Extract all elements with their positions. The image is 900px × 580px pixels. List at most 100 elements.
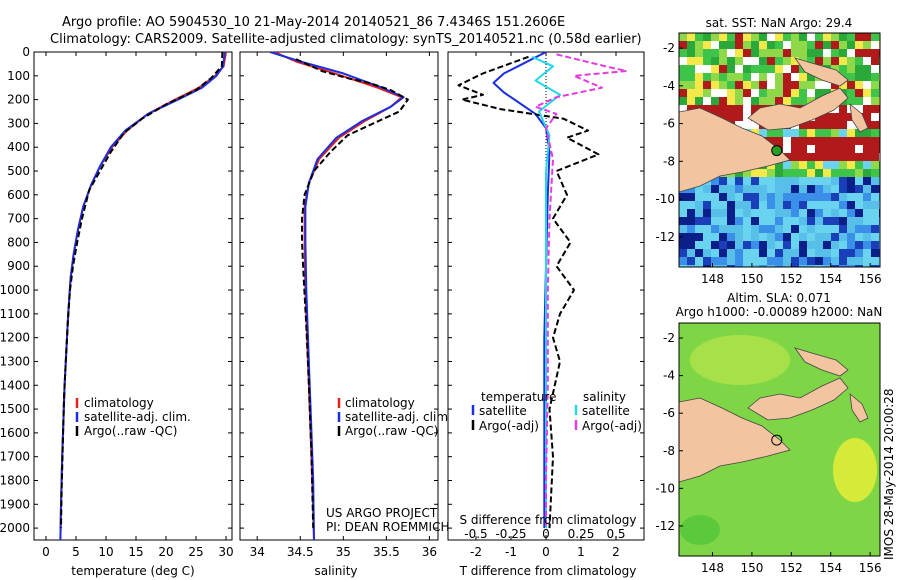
sst-cell (815, 121, 823, 129)
depth-tick-label: 800 (7, 235, 30, 249)
sst-cell (863, 41, 871, 49)
sst-cell (839, 185, 847, 193)
sst-cell (871, 145, 879, 153)
sst-cell (863, 185, 871, 193)
map-y-tick-label: -12 (655, 230, 675, 244)
sla-land (679, 347, 869, 483)
sst-cell (823, 201, 831, 209)
depth-axis: 0 100 200 300 400 500 600 700 800 900 1000 1100 1200… (0, 45, 232, 535)
sst-cell (759, 65, 767, 73)
sst-cell (735, 217, 743, 225)
x-tick-label: 20 (158, 545, 173, 559)
sst-cell (743, 41, 751, 49)
sst-cell (751, 209, 759, 217)
x-tick-label: 34.5 (287, 545, 314, 559)
sst-cell (855, 89, 863, 97)
sst-cell (815, 57, 823, 65)
sst-cell (743, 169, 751, 177)
sst-cell (815, 265, 823, 267)
s-diff-tick-label: 0.5 (606, 527, 625, 541)
sst-cell (743, 249, 751, 257)
sst-cell (823, 233, 831, 241)
sst-cell (679, 97, 687, 105)
sst-cell (831, 49, 839, 57)
sst-cell (759, 193, 767, 201)
sst-cell (823, 161, 831, 169)
s-difference-title: S difference from climatology (460, 513, 637, 527)
legend-salinity-title: salinity (583, 390, 626, 404)
sst-cell (775, 81, 783, 89)
title-line-1: Argo profile: AO 5904530_10 21-May-2014 … (62, 15, 565, 30)
sst-cell (783, 169, 791, 177)
x-tick-label: 5 (72, 545, 80, 559)
sst-cell (719, 217, 727, 225)
sst-cell (751, 57, 759, 65)
sst-cell (863, 105, 871, 113)
sst-cell (831, 233, 839, 241)
sst-cell (751, 201, 759, 209)
map-x-tick-label: 152 (780, 561, 803, 575)
sst-cell (815, 201, 823, 209)
sst-cell (839, 57, 847, 65)
legend-s-satellite: satellite (582, 404, 630, 418)
sst-cell (807, 201, 815, 209)
sst-cell (807, 193, 815, 201)
sst-cell (863, 97, 871, 105)
sst-cell (863, 249, 871, 257)
sst-cell (759, 201, 767, 209)
sst-cell (767, 49, 775, 57)
x-tick-label: 30 (218, 545, 233, 559)
sst-cell (863, 113, 871, 121)
sst-cell (847, 209, 855, 217)
sst-cell (783, 185, 791, 193)
sst-cell (711, 225, 719, 233)
sst-cell (743, 81, 751, 89)
sst-cell (735, 225, 743, 233)
sst-cell (839, 49, 847, 57)
sst-cell (727, 233, 735, 241)
sst-cell (759, 97, 767, 105)
sst-cell (695, 185, 703, 193)
sst-cell (751, 241, 759, 249)
sst-cell (791, 33, 799, 41)
sst-cell (807, 121, 815, 129)
sst-cell (871, 113, 879, 121)
sst-cell (871, 121, 879, 129)
sst-cell (743, 89, 751, 97)
sst-cell (743, 257, 751, 265)
sst-cell (735, 201, 743, 209)
sst-cell (871, 105, 879, 113)
x-tick-label: 0 (42, 545, 50, 559)
sst-cell (735, 89, 743, 97)
sst-cell (823, 249, 831, 257)
sst-cell (719, 105, 727, 113)
sst-cell (855, 233, 863, 241)
sst-cell (823, 153, 831, 161)
sst-cell (847, 201, 855, 209)
map-y-tick-label: -2 (663, 41, 675, 55)
x-tick-label: 25 (188, 545, 203, 559)
temperature-panel: 0100200300400500600700800900100011001200… (0, 45, 234, 578)
sst-cell (703, 81, 711, 89)
sst-cell (847, 129, 855, 137)
map-y-tick-label: -4 (663, 79, 675, 93)
sst-cell (831, 169, 839, 177)
sst-cell (735, 193, 743, 201)
sst-cell (799, 161, 807, 169)
sst-cell (855, 241, 863, 249)
sst-cell (703, 105, 711, 113)
sst-cell (831, 153, 839, 161)
sst-cell (687, 217, 695, 225)
sst-cell (783, 81, 791, 89)
sst-cell (823, 113, 831, 121)
sst-cell (799, 89, 807, 97)
sst-cell (687, 185, 695, 193)
s-difference-axis: -0.5 -0.25 0 0.25 0.5 (464, 527, 625, 541)
map-y-tick-label: -10 (655, 192, 675, 206)
sst-cell (695, 257, 703, 265)
sst-cell (855, 41, 863, 49)
sst-cell (759, 73, 767, 81)
sst-cell (743, 33, 751, 41)
sst-cell (783, 233, 791, 241)
